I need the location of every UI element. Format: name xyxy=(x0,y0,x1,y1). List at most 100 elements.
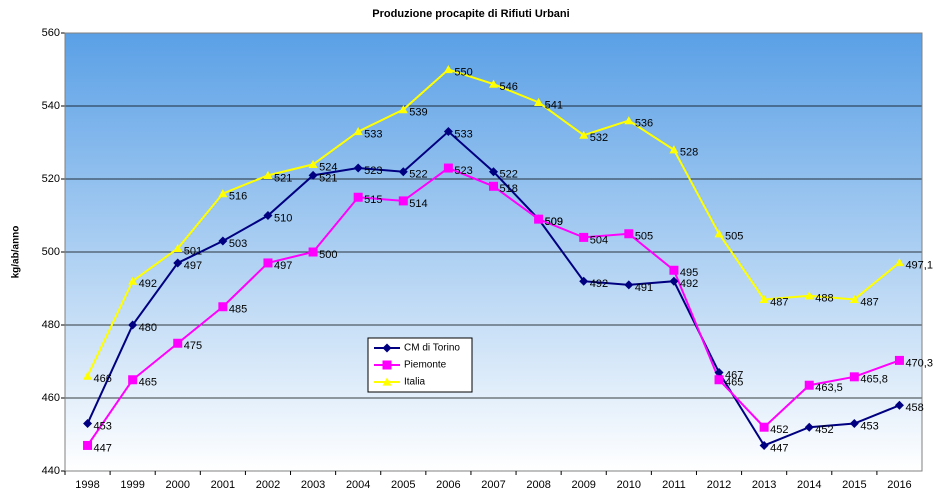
y-tick-label: 520 xyxy=(42,173,60,185)
data-point xyxy=(398,196,408,206)
data-label: 447 xyxy=(770,442,788,454)
data-label: 522 xyxy=(409,169,427,181)
data-point xyxy=(218,189,228,198)
data-point xyxy=(714,229,724,238)
data-point xyxy=(669,145,679,154)
data-label: 505 xyxy=(725,231,743,243)
data-label: 487 xyxy=(860,296,878,308)
x-tick-label: 2004 xyxy=(346,479,370,491)
x-tick-label: 2015 xyxy=(842,479,866,491)
data-point xyxy=(624,116,634,125)
data-point xyxy=(263,211,273,220)
data-point xyxy=(669,265,679,275)
data-label: 453 xyxy=(860,420,878,432)
x-tick-label: 1999 xyxy=(120,479,144,491)
data-label: 518 xyxy=(500,183,518,195)
x-tick-label: 2011 xyxy=(662,479,686,491)
legend-label: Piemonte xyxy=(404,360,447,371)
data-point xyxy=(443,65,453,74)
data-label: 528 xyxy=(680,147,698,159)
data-point xyxy=(624,280,634,290)
data-point xyxy=(83,440,93,450)
data-label: 475 xyxy=(184,340,202,352)
data-label: 465 xyxy=(139,377,157,389)
data-label: 485 xyxy=(229,304,247,316)
data-label: 514 xyxy=(409,198,427,210)
x-tick-label: 2003 xyxy=(301,479,325,491)
y-axis-label: kg/ab/anno xyxy=(11,226,22,279)
data-point xyxy=(759,422,769,432)
data-label: 465,8 xyxy=(860,374,888,386)
data-point xyxy=(579,232,589,242)
data-label: 467 xyxy=(725,369,743,381)
x-tick-label: 2014 xyxy=(797,479,821,491)
data-point xyxy=(263,170,273,179)
data-point xyxy=(308,247,318,257)
data-label: 501 xyxy=(184,245,202,257)
data-label: 532 xyxy=(590,132,608,144)
data-label: 533 xyxy=(454,128,472,140)
data-label: 539 xyxy=(409,107,427,119)
data-label: 497 xyxy=(274,260,292,272)
data-label: 510 xyxy=(274,212,292,224)
data-label: 470,3 xyxy=(905,357,933,369)
data-point xyxy=(534,214,544,224)
data-point xyxy=(849,294,859,304)
data-point xyxy=(173,258,183,268)
legend-label: Italia xyxy=(404,377,426,388)
data-label: 500 xyxy=(319,249,337,261)
data-point xyxy=(308,159,318,168)
x-tick-label: 2008 xyxy=(526,479,550,491)
data-point xyxy=(804,291,814,300)
data-label: 509 xyxy=(545,216,563,228)
data-label: 523 xyxy=(454,165,472,177)
data-label: 453 xyxy=(94,420,112,432)
data-label: 465 xyxy=(725,377,743,389)
data-point xyxy=(263,258,273,268)
data-point xyxy=(579,276,589,286)
data-label: 480 xyxy=(139,322,157,334)
data-label: 488 xyxy=(815,293,833,305)
data-point xyxy=(128,320,138,330)
data-point xyxy=(353,163,363,173)
x-tick-label: 2012 xyxy=(707,479,731,491)
x-tick-label: 1998 xyxy=(75,479,99,491)
data-label: 521 xyxy=(319,172,337,184)
data-label: 509 xyxy=(545,216,563,228)
y-tick-label: 540 xyxy=(42,100,60,112)
data-point xyxy=(849,419,859,429)
x-tick-label: 2000 xyxy=(166,479,190,491)
legend-label: CM di Torino xyxy=(404,343,460,354)
data-point xyxy=(489,167,498,177)
data-label: 541 xyxy=(545,99,563,111)
data-point xyxy=(894,258,904,267)
data-point xyxy=(624,229,634,239)
data-point xyxy=(398,167,408,177)
data-label: 452 xyxy=(815,424,833,436)
chart-title: Produzione procapite di Rifiuti Urbani xyxy=(372,8,569,20)
data-label: 495 xyxy=(680,267,698,279)
data-point xyxy=(804,380,814,390)
data-label: 463,5 xyxy=(815,382,843,394)
data-label: 516 xyxy=(229,191,247,203)
data-label: 491 xyxy=(635,282,653,294)
data-point xyxy=(489,79,498,88)
data-label: 522 xyxy=(500,169,518,181)
plot-border xyxy=(64,32,923,472)
data-label: 492 xyxy=(139,278,157,290)
data-label: 550 xyxy=(454,66,472,78)
data-point xyxy=(218,236,228,246)
data-label: 447 xyxy=(94,442,112,454)
data-point xyxy=(173,338,183,348)
data-label: 458 xyxy=(905,402,923,414)
data-label: 492 xyxy=(590,278,608,290)
x-tick-label: 2002 xyxy=(256,479,280,491)
y-tick-label: 560 xyxy=(42,27,60,39)
data-point xyxy=(308,170,318,180)
x-tick-label: 2001 xyxy=(211,479,235,491)
y-tick-label: 460 xyxy=(42,392,60,404)
data-label: 503 xyxy=(229,238,247,250)
data-point xyxy=(128,276,138,285)
legend: CM di Torino Piemonte Italia xyxy=(367,337,473,393)
